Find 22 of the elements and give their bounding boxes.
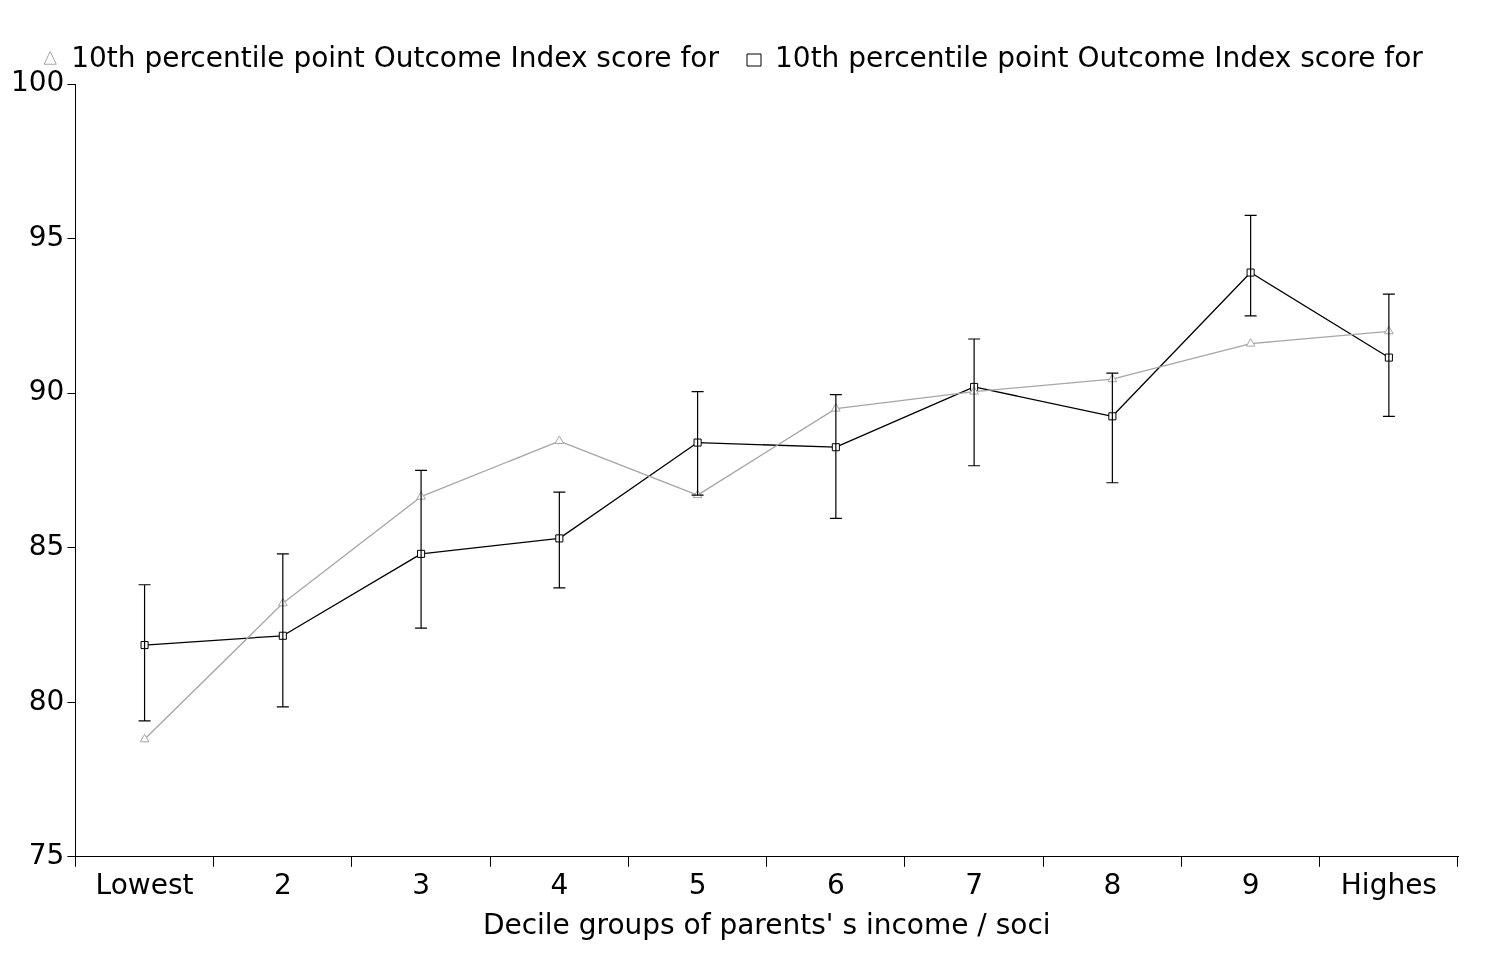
x-tick-label: Highes [1340,867,1437,901]
legend-label: 10th percentile point Outcome Index score for [775,41,1424,75]
x-tick-label: Lowest [95,867,194,901]
x-tick-label: 4 [550,867,569,901]
x-tick-label: 5 [688,867,707,901]
y-tick-label: 90 [28,374,65,408]
x-tick-label: 7 [965,867,984,901]
x-tick-label: 2 [273,867,292,901]
point [139,733,150,743]
x-tick-label: 8 [1103,867,1122,901]
y-tick-label: 85 [28,528,65,562]
y-tick-label: 95 [28,219,65,253]
y-tick-label: 80 [28,683,65,717]
point [554,435,565,445]
x-axis-title: Decile groups of parents' s income / soci [482,908,1051,942]
y-tick-label: 75 [28,838,65,872]
y-tick-label: 100 [10,65,65,99]
legend-label: 10th percentile point Outcome Index score for [71,41,720,75]
x-tick-label: 6 [826,867,845,901]
x-tick-label: 9 [1241,867,1260,901]
point [1245,338,1256,347]
x-tick-label: 3 [412,867,430,901]
